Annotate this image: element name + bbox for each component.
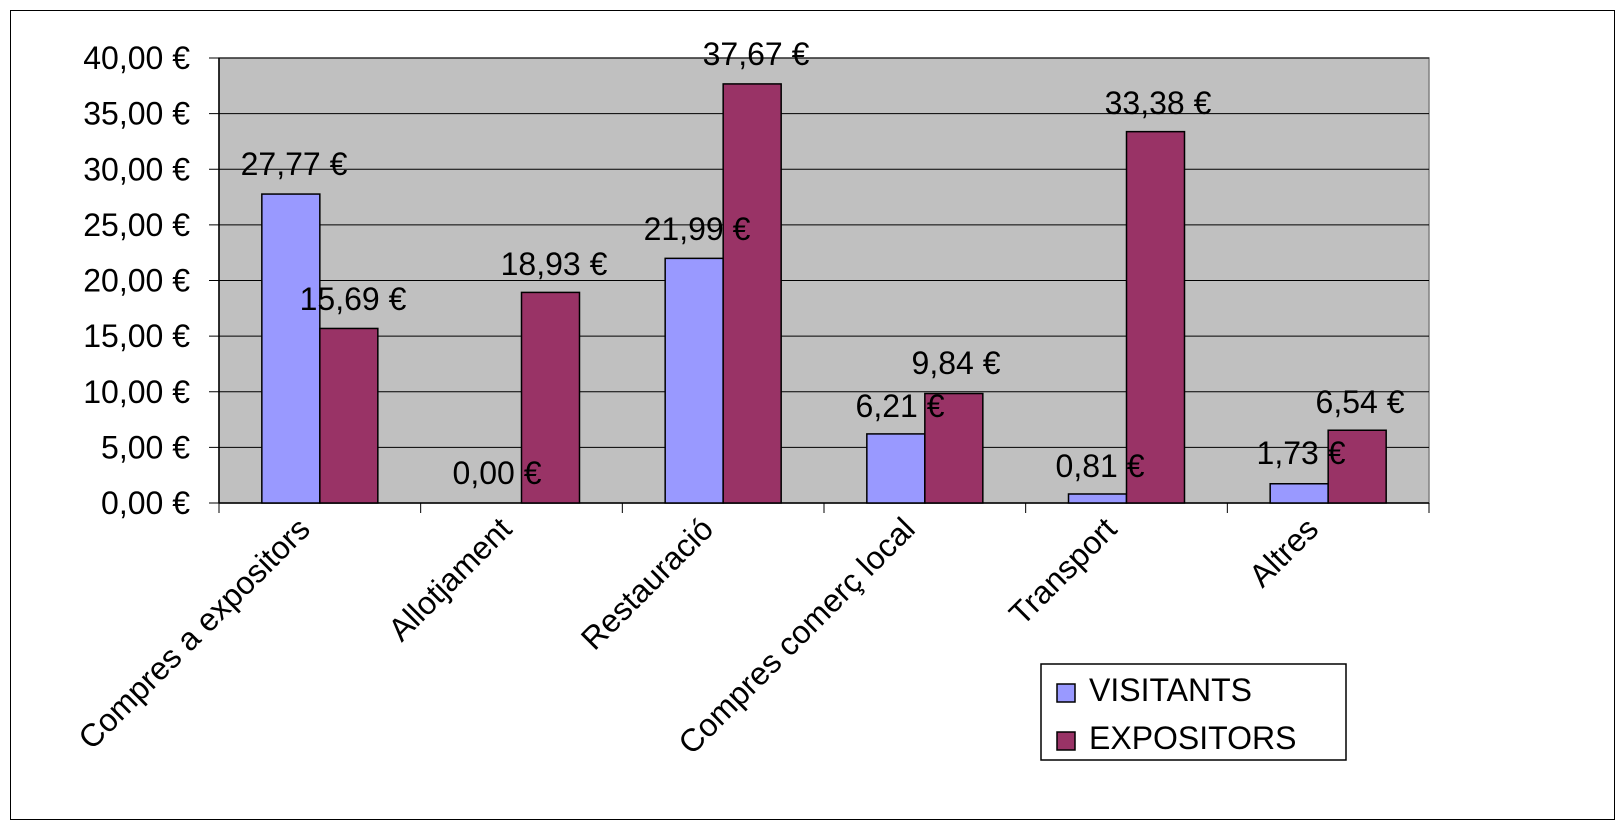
bar-visitants — [866, 433, 926, 504]
x-category-label: Compres a expositors — [71, 510, 317, 756]
y-tick-label: 25,00 € — [83, 207, 190, 243]
y-tick-label: 10,00 € — [83, 374, 190, 410]
y-tick-label: 0,00 € — [101, 485, 190, 521]
x-category-label: Transport — [1002, 510, 1124, 632]
data-label: 21,99 € — [644, 211, 751, 247]
data-label: 0,00 € — [453, 455, 542, 491]
data-label: 37,67 € — [703, 36, 810, 72]
y-tick-label: 5,00 € — [101, 429, 190, 465]
y-tick-label: 20,00 € — [83, 263, 190, 299]
data-label: 15,69 € — [300, 281, 407, 317]
data-label: 0,81 € — [1056, 448, 1145, 484]
bar-expositors — [924, 392, 984, 504]
data-label: 9,84 € — [912, 345, 1001, 381]
data-label: 33,38 € — [1105, 85, 1212, 121]
bar-visitants — [261, 193, 321, 504]
y-tick-label: 40,00 € — [83, 40, 190, 76]
legend — [1040, 663, 1347, 761]
data-label: 1,73 € — [1257, 435, 1346, 471]
legend-swatch — [1056, 683, 1076, 703]
data-label: 6,21 € — [856, 388, 945, 424]
x-category-label: Allotjament — [381, 510, 518, 647]
bar-visitants — [664, 257, 724, 504]
x-category-label: Altres — [1242, 510, 1325, 593]
bar-expositors — [319, 327, 379, 504]
legend-label: EXPOSITORS — [1089, 720, 1296, 756]
bar-expositors — [520, 291, 581, 504]
bar-expositors — [1327, 429, 1387, 504]
x-category-label: Compres comerç local — [671, 510, 922, 761]
bar-visitants — [1269, 483, 1329, 504]
bar-expositors — [1125, 130, 1186, 504]
y-tick-label: 35,00 € — [83, 96, 190, 132]
bar-visitants — [1067, 493, 1128, 504]
chart-frame — [10, 10, 1615, 820]
y-tick-label: 30,00 € — [83, 151, 190, 187]
data-label: 6,54 € — [1316, 384, 1405, 420]
legend-swatch — [1056, 731, 1076, 751]
x-category-label: Restauració — [574, 510, 720, 656]
data-label: 18,93 € — [501, 246, 608, 282]
y-tick-label: 15,00 € — [83, 318, 190, 354]
legend-label: VISITANTS — [1089, 672, 1252, 708]
data-label: 27,77 € — [241, 146, 348, 182]
bar-expositors — [722, 83, 782, 504]
